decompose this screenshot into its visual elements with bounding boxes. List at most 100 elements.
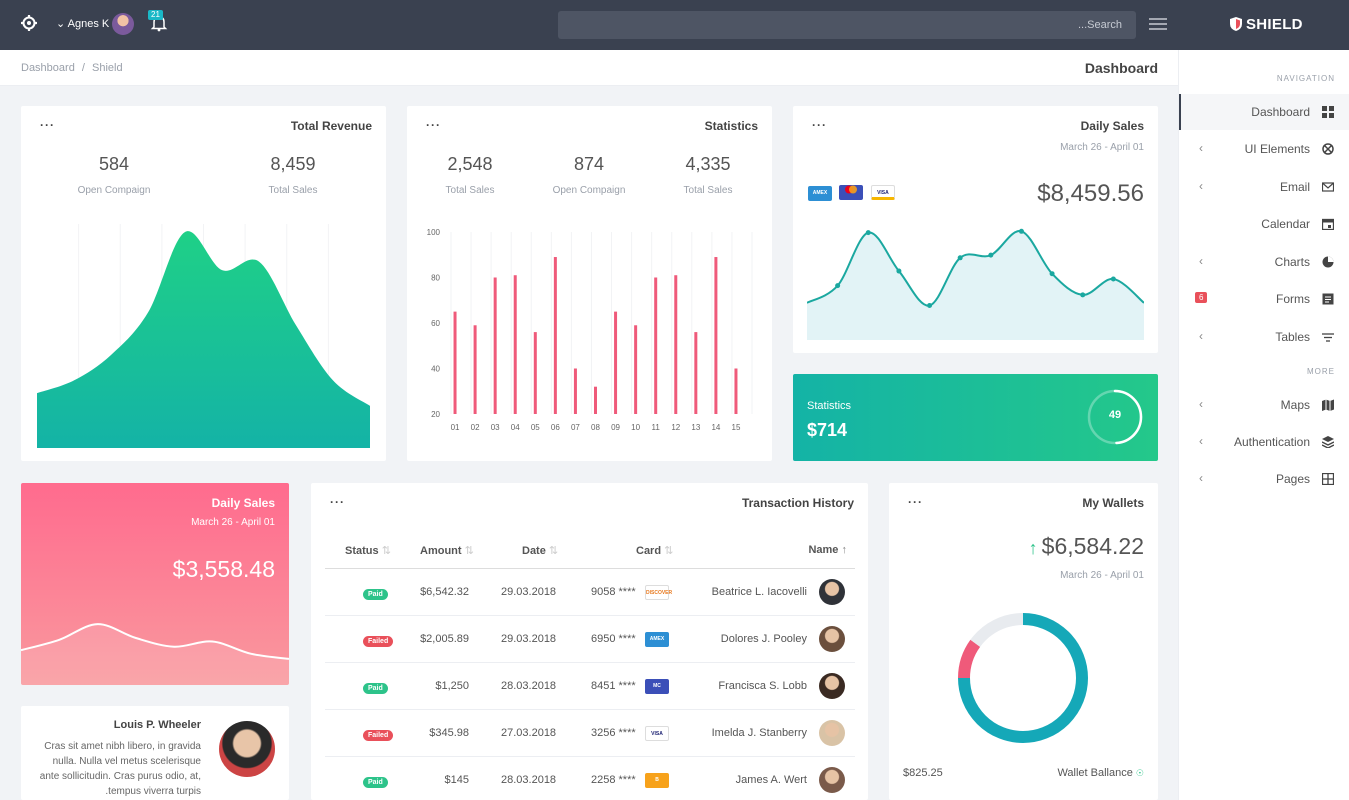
sidebar-item-label: Charts	[1274, 255, 1310, 269]
card-title: Daily Sales	[211, 496, 275, 510]
name-cell: Dolores J. Pooley	[720, 633, 807, 645]
gear-icon[interactable]	[20, 14, 38, 32]
sidebar-item-calendar[interactable]: Calendar	[1179, 206, 1349, 242]
status-dot-icon: ☉	[1135, 768, 1144, 778]
column-status[interactable]: Status ⇅	[345, 544, 391, 557]
email-icon	[1321, 181, 1335, 193]
avatar[interactable]	[112, 13, 134, 35]
stat-value: 584	[98, 154, 130, 174]
ui-elements-icon	[1322, 143, 1334, 155]
avatar[interactable]	[819, 720, 845, 746]
stat-value: 4,335	[685, 154, 731, 174]
sidebar-item-label: Tables	[1275, 330, 1310, 344]
sidebar-item-forms[interactable]: 6 Forms	[1179, 281, 1349, 317]
bitcoin-icon: B	[645, 773, 669, 788]
amex-icon: AMEX	[808, 186, 832, 201]
column-name[interactable]: Name ↑	[808, 544, 847, 556]
card-number-cell: 9058 ****	[591, 586, 636, 598]
x-tick-label: 14	[711, 423, 720, 432]
stat-value: 2,548	[447, 154, 493, 174]
amount-cell: $2,005.89	[420, 633, 469, 645]
date-cell: 28.03.2018	[501, 680, 557, 692]
daily-sales-card: ··· Daily Sales March 26 - April 01 AMEX…	[793, 106, 1158, 353]
sidebar-item-charts[interactable]: ‹ Charts	[1179, 244, 1349, 280]
chevron-left-icon: ‹	[1199, 329, 1203, 343]
statistics-bar-chart: 20 40 60 80 100 01 02 03 04 05 06 07 08 09 10 11 12 13 14 1…	[427, 228, 753, 432]
y-tick-label: 40	[431, 365, 440, 374]
name-cell: Beatrice L. Iacovelli	[711, 586, 807, 598]
sidebar-item-maps[interactable]: ‹ Maps	[1179, 387, 1349, 423]
daily-sales-wave-chart	[21, 623, 289, 685]
table-row[interactable]: Paid $6,542.32 29.03.2018 9058 **** DISCOVER…	[325, 569, 855, 616]
bar	[654, 277, 658, 414]
table-header: Status ⇅ Amount ⇅ Date ⇅ Card ⇅ Name ↑	[325, 533, 855, 569]
x-tick-label: 03	[491, 423, 500, 432]
profile-avatar[interactable]	[219, 721, 275, 777]
chevron-left-icon: ‹	[1199, 179, 1203, 193]
sidebar-item-ui-elements[interactable]: ‹ UI Elements	[1179, 131, 1349, 167]
sort-asc-icon: ↑	[841, 544, 848, 556]
card-title: My Wallets	[1082, 496, 1144, 510]
hamburger-menu-icon[interactable]	[1149, 17, 1167, 31]
card-number-cell: 6950 ****	[591, 633, 636, 645]
wallet-amount-value: $6,584.22	[1041, 533, 1144, 559]
avatar[interactable]	[819, 767, 845, 793]
brand-logo[interactable]: SHIELD	[1230, 16, 1303, 35]
amount-cell: $345.98	[429, 727, 469, 739]
sort-icon: ⇅	[381, 545, 391, 557]
sidebar-item-tables[interactable]: ‹ Tables	[1179, 319, 1349, 355]
sidebar-item-authentication[interactable]: ‹ Authentication	[1179, 424, 1349, 460]
sidebar-item-pages[interactable]: ‹ Pages	[1179, 461, 1349, 497]
column-date[interactable]: Date ⇅	[522, 544, 558, 557]
avatar[interactable]	[819, 626, 845, 652]
pages-icon	[1321, 472, 1335, 486]
visa-icon: VISA	[870, 185, 895, 200]
profile-name: Louis P. Wheeler	[113, 719, 201, 731]
name-cell: Francisca S. Lobb	[718, 680, 807, 692]
x-tick-label: 06	[551, 423, 560, 432]
chevron-left-icon: ‹	[1199, 254, 1203, 268]
table-row[interactable]: Paid $145 28.03.2018 2258 **** B James A. Wer…	[325, 757, 855, 800]
visa-icon: VISA	[645, 726, 669, 741]
my-wallets-card: ··· My Wallets ↑ $6,584.22 March 26 - Apr…	[889, 483, 1158, 800]
column-card[interactable]: Card ⇅	[636, 544, 673, 557]
card-menu-icon[interactable]: ···	[426, 118, 441, 132]
card-menu-icon[interactable]: ···	[908, 495, 923, 509]
column-label: Date	[522, 545, 546, 557]
profile-text: Cras sit amet nibh libero, in gravida nu…	[39, 741, 201, 797]
card-menu-icon[interactable]: ···	[812, 118, 827, 132]
table-row[interactable]: Failed $2,005.89 29.03.2018 6950 **** AMEX Do…	[325, 616, 855, 663]
x-tick-label: 01	[451, 423, 460, 432]
breadcrumb-bar: Dashboard / Shield Dashboard	[0, 50, 1178, 86]
avatar[interactable]	[819, 673, 845, 699]
bar	[453, 311, 457, 414]
date-range: March 26 - April 01	[1060, 570, 1144, 581]
card-menu-icon[interactable]: ···	[330, 495, 345, 509]
date-cell: 29.03.2018	[501, 586, 557, 598]
table-row[interactable]: Failed $345.98 27.03.2018 3256 **** VISA Imel…	[325, 710, 855, 757]
stat-label: Open Compaign	[552, 185, 626, 196]
search-input[interactable]: ...Search	[558, 11, 1136, 39]
avatar[interactable]	[819, 579, 845, 605]
sidebar-item-email[interactable]: ‹ Email	[1179, 169, 1349, 205]
data-point	[927, 303, 933, 308]
statistics-card: ··· Statistics 2,548 Total Sales 874 Ope…	[407, 106, 772, 461]
card-menu-icon[interactable]: ···	[40, 118, 55, 132]
status-badge: Paid	[363, 589, 388, 600]
top-bar: ⌄ Agnes K 21 ...Search SHIELD	[0, 0, 1349, 50]
wallet-balance-value: $825.25	[903, 767, 943, 779]
payment-logos: AMEX VISA	[808, 181, 895, 201]
line-area	[807, 231, 1144, 340]
user-menu[interactable]: ⌄ Agnes K	[56, 17, 109, 30]
sidebar-item-label: Calendar	[1261, 217, 1310, 231]
x-tick-label: 11	[652, 423, 661, 432]
card-number-cell: 2258 ****	[591, 774, 636, 786]
sidebar-item-dashboard[interactable]: Dashboard	[1179, 94, 1349, 130]
user-name: Agnes K	[67, 18, 110, 30]
data-point	[1049, 271, 1055, 277]
banner-label: Statistics	[807, 400, 852, 412]
table-row[interactable]: Paid $1,250 28.03.2018 8451 **** MC Francisca…	[325, 663, 855, 710]
card-number-cell: 8451 ****	[591, 680, 636, 692]
column-amount[interactable]: Amount ⇅	[420, 544, 474, 557]
breadcrumb-home[interactable]: Dashboard	[21, 62, 75, 74]
